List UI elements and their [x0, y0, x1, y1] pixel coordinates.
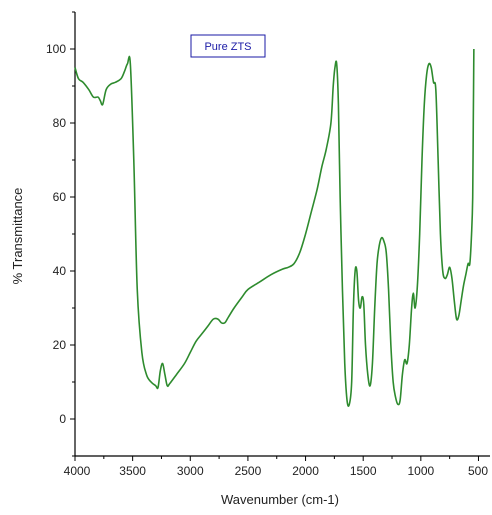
x-tick-label: 2000 [292, 464, 319, 478]
series-line-0 [74, 48, 475, 407]
x-tick-label: 1500 [350, 464, 377, 478]
axes [74, 12, 490, 457]
x-tick-label: 3500 [119, 464, 146, 478]
y-tick-label: 100 [46, 42, 66, 56]
x-tick-label: 4000 [64, 464, 91, 478]
y-tick-label: 80 [53, 116, 67, 130]
y-tick-label: 20 [53, 338, 67, 352]
legend-box [190, 34, 266, 58]
x-tick-label: 3000 [177, 464, 204, 478]
legend: Pure ZTS [190, 34, 266, 58]
y-tick-label: 40 [53, 264, 67, 278]
y-tick-label: 60 [53, 190, 67, 204]
y-axis-label: % Transmittance [10, 188, 25, 285]
x-axis-label: Wavenumber (cm-1) [221, 492, 339, 507]
x-tick-label: 500 [468, 464, 488, 478]
legend-label: Pure ZTS [204, 41, 251, 53]
y-tick-label: 0 [59, 412, 66, 426]
series-layer [74, 48, 475, 407]
x-tick-label: 2500 [235, 464, 262, 478]
x-tick-label: 1000 [407, 464, 434, 478]
ticks: 0 20 40 60 80 100 4000 3500 3000 2500 2000 1500 1000… [46, 11, 488, 478]
